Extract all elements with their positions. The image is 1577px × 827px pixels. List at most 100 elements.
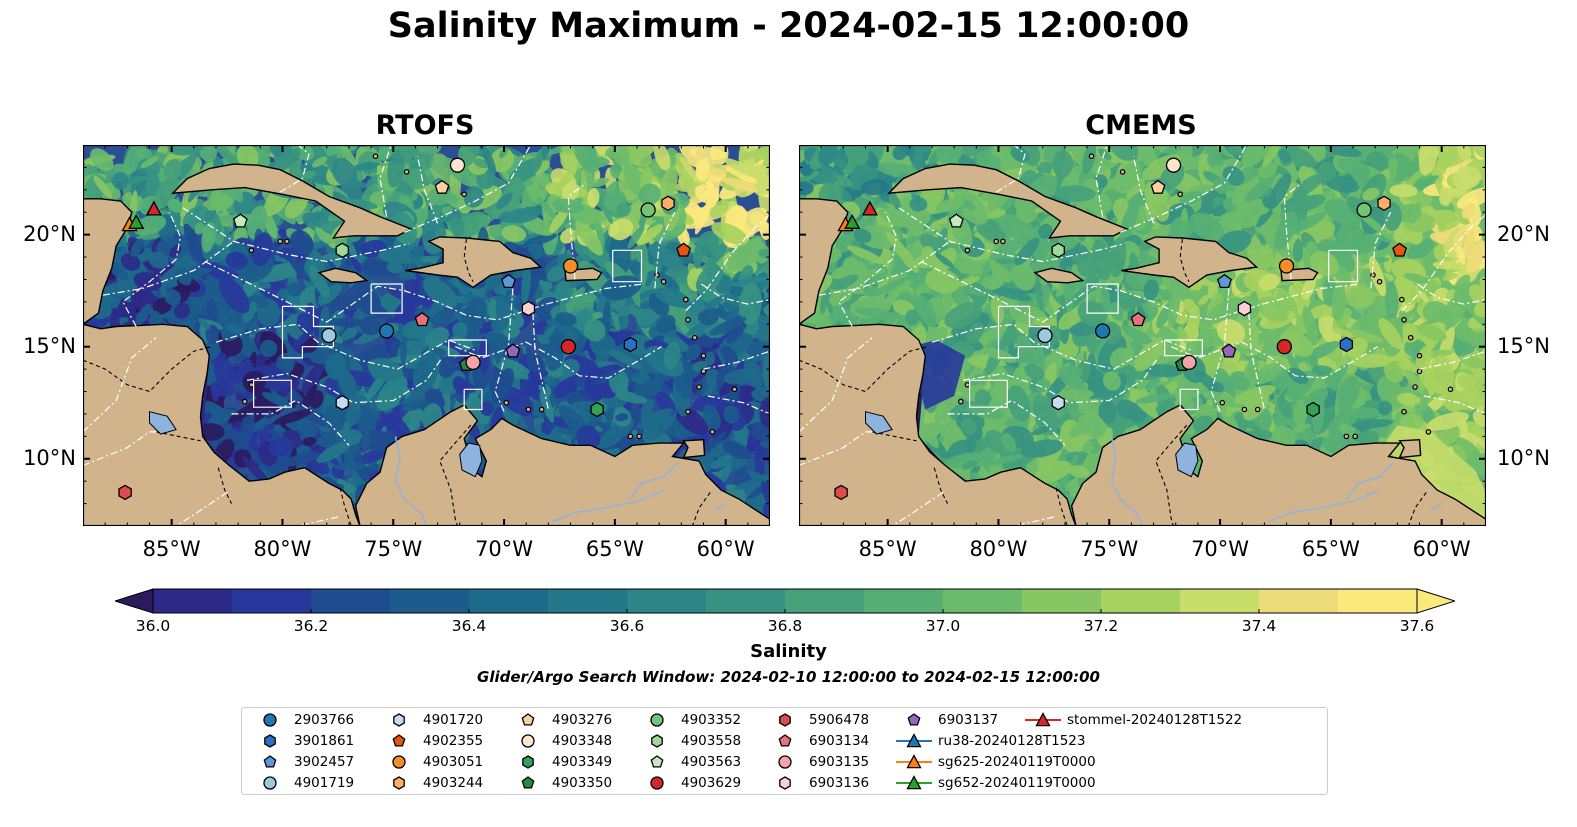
lon-tick-label: 80°W [253,537,312,561]
river [714,502,727,511]
island [964,247,971,254]
legend-item-6903134: 6903134 [765,731,885,751]
land-hispaniola [405,236,543,289]
eez-line [404,145,532,233]
island [627,433,634,440]
eez-line [1370,211,1392,289]
legend-item-stommel-20240128T1522: stommel-20240128T1522 [1023,710,1263,730]
land-south-america [1070,404,1486,526]
landmasses [799,153,1486,526]
map-panel-rtofs [83,145,770,526]
island [1088,153,1095,160]
eez-line [1283,182,1303,280]
land-jamaica [317,267,369,284]
colorbar-tick-label: 36.4 [451,617,487,635]
eez-line [962,357,1159,404]
island [284,238,290,245]
colorbar-tick-label: 36.8 [767,617,803,635]
marker-4901719 [321,327,337,344]
marker-4903276 [1150,179,1166,194]
eez-line [102,240,235,296]
legend-label: 4903352 [681,712,742,728]
eez-line [1248,313,1265,410]
country-border [217,467,232,504]
lon-tick-label: 70°W [1191,537,1250,561]
island [636,433,643,440]
island [1401,317,1407,323]
legend-label: 4903350 [552,775,613,791]
island [277,238,284,245]
legend-item-4901720: 4901720 [379,710,499,730]
eez-line [931,323,1194,370]
lon-tick-label: 70°W [475,537,534,561]
colorbar-bin [153,589,233,613]
search-window-text: Glider/Argo Search Window: 2024-02-10 12… [477,668,1100,686]
legend-label: 4903629 [681,775,742,791]
eez-line [1423,395,1486,415]
legend-label: 6903134 [809,733,870,749]
land-south-america [354,404,770,526]
legend-item-4903558: 4903558 [637,731,757,751]
lake-nicaragua [149,411,177,435]
colorbar-tick-label: 36.6 [609,617,645,635]
map-content [799,145,1486,526]
lat-tick-label-left: 15°N [23,333,76,358]
eez-line [231,399,350,446]
landmasses [83,153,770,526]
marker-6903134 [414,311,430,327]
island [691,334,698,341]
eez-line [379,145,392,217]
legend-label: 4903244 [423,775,484,791]
eez-boundaries [799,145,1486,526]
eez-line [799,337,873,433]
lat-tick-label-right: 15°N [1497,333,1550,358]
island [1119,169,1126,175]
map-panel-cmems [799,145,1486,526]
eez-line [818,240,951,296]
marker-3901861 [623,336,638,353]
marker-2903766 [1094,323,1111,339]
eez-box [370,283,403,314]
eez-line [122,211,182,327]
eez-line [494,288,514,412]
colorbar-tick-label: 36.0 [135,617,171,635]
figure-title: Salinity Maximum - 2024-02-15 12:00:00 [387,6,1190,46]
island [1376,278,1383,285]
island [660,278,667,285]
lon-tick-label: 60°W [1412,537,1471,561]
legend-item-4903276: 4903276 [508,710,628,730]
legend-marker-icon [263,776,277,790]
legend-item-4903352: 4903352 [637,710,757,730]
island [1416,368,1423,375]
marker-stommel-20240128T1522 [861,200,878,216]
land-central-america [799,323,1077,526]
marker-6903137 [1221,343,1237,358]
river [1268,489,1380,523]
river [1345,462,1394,500]
legend-label: 4903051 [423,754,484,770]
eez-line [1416,283,1486,305]
island [731,386,738,393]
island [242,398,248,405]
legend-label: 4902355 [423,733,484,749]
marker-sg652-20240119T0000 [128,214,145,229]
eez-line [654,211,676,289]
land-trinidad [1398,438,1422,459]
island [1219,399,1226,406]
eez-box [1328,249,1359,283]
colorbar-bin [1338,589,1418,613]
marker-4903629 [1276,339,1292,355]
map-content [83,145,770,526]
land-yucatan [83,198,133,326]
land-trinidad [682,438,706,459]
island [248,382,255,388]
marker-4903244 [661,195,675,212]
colorbar-bin [1101,589,1181,613]
island [654,272,660,278]
eez-box [281,305,334,359]
colorbar-tick-label: 37.4 [1241,617,1277,635]
marker-4902355 [1392,242,1407,257]
marker-stommel-20240128T1522 [145,200,162,216]
colorbar-bin [706,589,786,613]
legend-marker-icon [1025,712,1061,727]
